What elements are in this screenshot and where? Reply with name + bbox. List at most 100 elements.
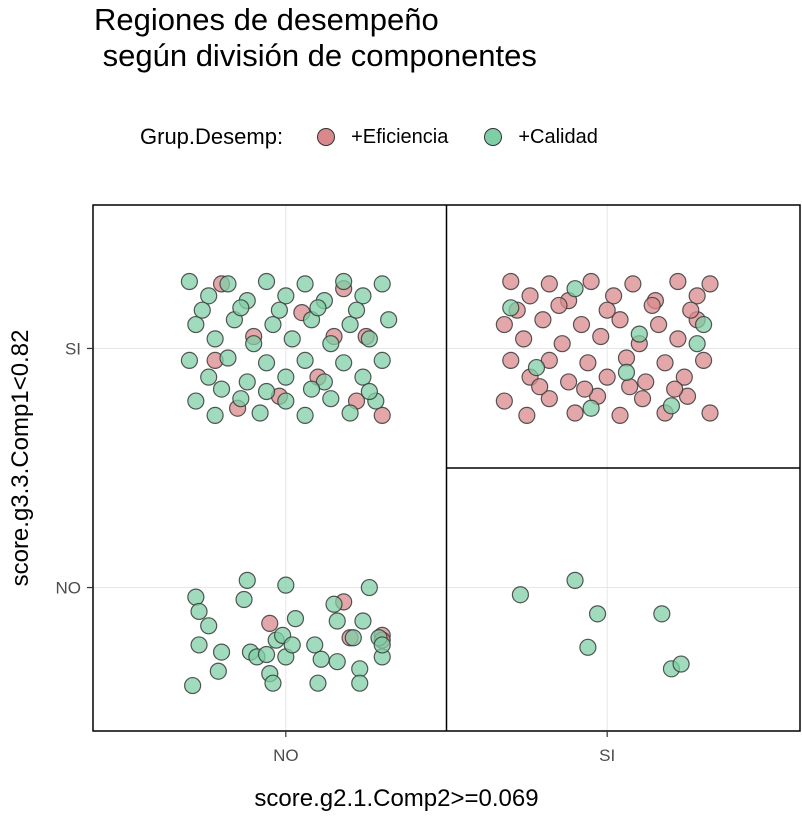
point-calidad-59 — [694, 315, 713, 334]
point-calidad-35 — [232, 390, 250, 408]
point-eficiencia-30 — [534, 311, 552, 329]
point-calidad-96 — [588, 605, 607, 623]
point-calidad-10 — [373, 275, 391, 293]
point-calidad-6 — [296, 275, 314, 293]
point-eficiencia-12 — [261, 614, 279, 633]
point-calidad-32 — [373, 351, 391, 370]
point-calidad-94 — [511, 586, 530, 604]
legend: Grup.Desemp: +Eficiencia +Calidad — [140, 120, 634, 154]
point-calidad-38 — [296, 406, 314, 424]
point-eficiencia-49 — [694, 351, 713, 370]
point-eficiencia-17 — [502, 272, 520, 291]
point-calidad-24 — [219, 349, 237, 367]
point-eficiencia-33 — [592, 327, 610, 346]
point-eficiencia-45 — [617, 349, 636, 367]
point-calidad-58 — [582, 399, 600, 417]
point-calidad-48 — [257, 382, 276, 401]
point-calidad-14 — [245, 335, 263, 353]
point-calidad-63 — [190, 636, 208, 654]
point-calidad-30 — [335, 354, 353, 372]
data-points — [180, 272, 719, 695]
point-calidad-77 — [286, 610, 305, 628]
point-eficiencia-48 — [675, 368, 693, 386]
point-calidad-18 — [322, 335, 340, 353]
point-calidad-5 — [277, 287, 295, 305]
point-eficiencia-21 — [582, 272, 600, 291]
point-eficiencia-64 — [682, 301, 700, 319]
point-calidad-61 — [190, 602, 208, 621]
legend-key-calidad — [484, 128, 503, 146]
point-calidad-62 — [200, 617, 218, 635]
point-calidad-16 — [283, 330, 301, 348]
point-calidad-21 — [380, 311, 398, 329]
point-eficiencia-68 — [666, 380, 684, 398]
x-tick-label-si: SI — [599, 746, 615, 765]
point-eficiencia-22 — [605, 287, 623, 305]
point-calidad-98 — [653, 605, 671, 623]
point-calidad-82 — [309, 674, 327, 692]
point-calidad-100 — [672, 655, 690, 673]
point-calidad-46 — [347, 301, 366, 319]
point-calidad-44 — [270, 301, 288, 319]
point-eficiencia-46 — [637, 373, 655, 391]
y-axis-ticks: NO SI — [56, 339, 93, 598]
point-eficiencia-59 — [701, 404, 719, 422]
point-calidad-39 — [322, 390, 340, 408]
point-calidad-2 — [219, 275, 237, 293]
legend-label-calidad: +Calidad — [518, 125, 598, 148]
point-calidad-65 — [209, 662, 227, 680]
point-eficiencia-41 — [540, 351, 558, 370]
y-axis-title: score.g3.3.Comp1<0.82 — [7, 330, 34, 587]
point-calidad-11 — [187, 315, 205, 334]
point-calidad-71 — [257, 645, 276, 664]
point-calidad-20 — [360, 330, 378, 348]
panel-border — [92, 204, 801, 732]
point-calidad-25 — [238, 373, 256, 391]
point-calidad-60 — [187, 588, 205, 606]
point-eficiencia-25 — [669, 272, 687, 291]
point-calidad-68 — [235, 590, 253, 609]
point-calidad-84 — [328, 653, 346, 671]
point-eficiencia-53 — [566, 404, 584, 422]
point-calidad-42 — [193, 301, 211, 319]
point-calidad-51 — [502, 299, 520, 317]
point-eficiencia-52 — [540, 390, 558, 408]
point-eficiencia-36 — [649, 315, 668, 334]
point-calidad-90 — [360, 578, 378, 597]
point-calidad-53 — [630, 325, 648, 343]
point-calidad-83 — [328, 612, 346, 630]
region-boundaries — [445, 205, 800, 731]
y-tick-label-si: SI — [65, 339, 81, 358]
point-eficiencia-26 — [688, 287, 706, 305]
point-calidad-9 — [354, 287, 372, 305]
point-eficiencia-56 — [633, 390, 652, 408]
point-eficiencia-55 — [611, 406, 629, 424]
point-calidad-49 — [302, 380, 321, 398]
point-eficiencia-47 — [656, 354, 674, 372]
point-calidad-85 — [325, 595, 343, 613]
point-eficiencia-51 — [518, 406, 536, 424]
point-calidad-22 — [180, 351, 199, 370]
point-eficiencia-66 — [576, 380, 594, 398]
point-eficiencia-37 — [669, 330, 687, 348]
point-calidad-28 — [296, 351, 314, 370]
legend-title: Grup.Desemp: — [140, 124, 284, 149]
point-eficiencia-39 — [502, 351, 520, 370]
legend-key-eficiencia — [317, 128, 336, 146]
point-calidad-76 — [277, 576, 295, 594]
point-calidad-12 — [206, 330, 224, 348]
point-calidad-1 — [200, 287, 218, 305]
point-calidad-47 — [212, 380, 231, 398]
point-calidad-4 — [257, 272, 276, 291]
point-calidad-88 — [351, 660, 369, 678]
point-calidad-29 — [315, 373, 333, 391]
point-calidad-80 — [306, 636, 324, 654]
y-tick-label-no: NO — [56, 579, 82, 598]
point-calidad-45 — [309, 299, 327, 317]
point-calidad-23 — [200, 368, 218, 386]
point-eficiencia-19 — [540, 275, 558, 293]
point-eficiencia-65 — [531, 378, 549, 396]
legend-label-eficiencia: +Eficiencia — [351, 125, 449, 148]
point-calidad-54 — [688, 335, 706, 353]
chart-title: Regiones de desempeño según división de … — [94, 2, 537, 73]
